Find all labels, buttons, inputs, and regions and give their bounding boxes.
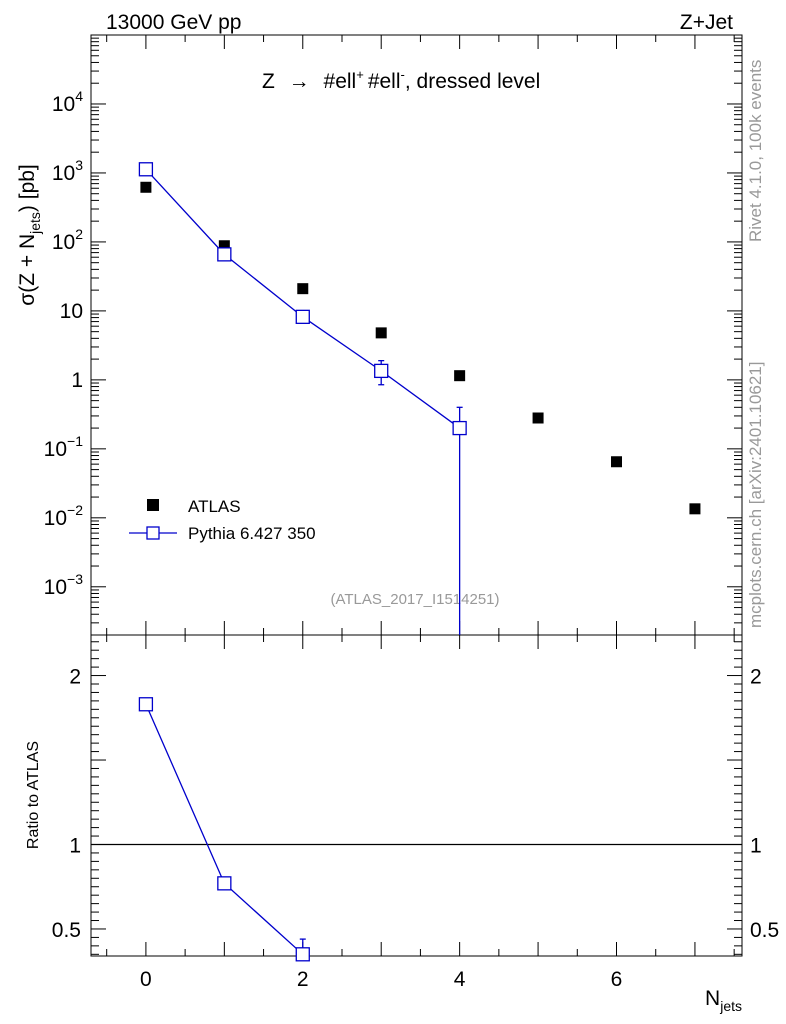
pythia-data-point [452,420,467,436]
pythia-data-point [374,363,389,379]
atlas-data-point [454,370,466,382]
main-plot-title: Z → #ell+ #ell-, dressed level [262,67,540,93]
ratio-data-point [217,876,232,891]
ratio-y-tick-label-right: 2 [750,666,762,689]
main-axes: 10−3 10−2 10−1 1 10 102 103 104 [44,35,742,636]
atlas-data-point [297,283,309,295]
rivet-version-label: Rivet 4.1.0, 100k events [746,60,765,242]
x-tick-label: 4 [454,968,466,991]
ratio-data-point [138,697,154,712]
analysis-id-label: (ATLAS_2017_I1514251) [330,591,499,608]
y-tick-label: 103 [52,157,83,185]
main-data [138,162,701,635]
pythia-data-point [138,162,154,177]
y-tick-label: 10 [60,300,83,323]
y-tick-label: 102 [52,226,83,254]
mcplots-label: mcplots.cern.ch [arXiv:2401.10621] [746,362,765,628]
x-tick-label: 2 [297,968,309,991]
atlas-data-point [689,503,701,515]
header-process-label: Z+Jet [680,11,733,34]
ratio-axes: 0 2 4 6 0.5 0.5 1 1 2 2 [52,635,779,991]
y-tick-label: 104 [52,88,83,116]
x-tick-label: 0 [140,968,152,991]
pythia-data-point [217,247,232,262]
legend-atlas-marker [147,499,159,511]
ratio-y-axis-label: Ratio to ATLAS [25,741,42,849]
legend-atlas-label: ATLAS [188,497,241,516]
legend-pythia-label: Pythia 6.427 350 [188,524,316,543]
ratio-y-tick-label-right: 1 [750,834,762,857]
ratio-y-tick-label: 1 [69,834,81,857]
atlas-data-point [532,412,544,424]
ratio-plot-frame [90,634,743,957]
atlas-data-point [218,240,230,252]
legend: ATLAS Pythia 6.427 350 [129,497,316,543]
atlas-data-point [375,327,387,339]
y-tick-label: 10−3 [44,571,84,599]
y-tick-label: 10−2 [44,502,84,530]
ratio-data-point [295,947,310,962]
pythia-data-point [295,309,310,324]
header-energy-label: 13000 GeV pp [106,11,241,34]
ratio-y-tick-label: 2 [69,666,81,689]
ratio-y-tick-label-right: 0.5 [750,919,779,942]
main-plot-frame [90,34,743,636]
legend-pythia-marker [146,526,160,540]
pythia-series-line [145,168,461,429]
atlas-data-point [140,181,152,193]
x-tick-label: 6 [611,968,623,991]
x-axis-label: Njets [705,987,742,1014]
y-tick-label: 10−1 [44,433,84,461]
main-y-axis-label: σ(Z + Njets) [pb] [16,164,43,306]
atlas-data-point [611,456,623,468]
ratio-data [138,697,310,962]
ratio-series-line [145,704,304,955]
ratio-y-tick-label: 0.5 [52,919,81,942]
y-tick-label: 1 [71,369,83,392]
